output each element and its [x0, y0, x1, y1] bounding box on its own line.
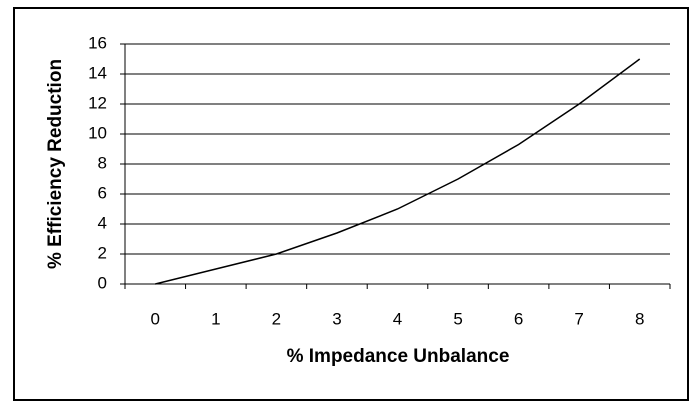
x-tick-label: 5: [453, 309, 462, 328]
y-tick-label: 16: [88, 33, 107, 52]
chart-frame: [13, 7, 689, 401]
x-tick-label: 0: [151, 309, 160, 328]
x-tick-label: 8: [635, 309, 644, 328]
y-tick-label: 14: [88, 63, 107, 82]
y-axis-title: % Efficiency Reduction: [45, 59, 66, 269]
y-tick-label: 10: [88, 123, 107, 142]
y-tick-label: 2: [98, 243, 107, 262]
line: [155, 58, 641, 285]
y-tick-label: 6: [98, 183, 107, 202]
y-tick-label: 4: [98, 213, 107, 232]
y-tick-label: 12: [88, 93, 107, 112]
x-tick-label: 6: [514, 309, 523, 328]
y-tick-label: 8: [98, 153, 107, 172]
x-tick-label: 3: [332, 309, 341, 328]
x-tick-label: 2: [272, 309, 281, 328]
x-tick-label: 7: [574, 309, 583, 328]
y-tick-label: 0: [98, 273, 107, 292]
x-axis-title: % Impedance Unbalance: [287, 346, 510, 367]
x-tick-label: 4: [393, 309, 402, 328]
x-tick-label: 1: [211, 309, 220, 328]
